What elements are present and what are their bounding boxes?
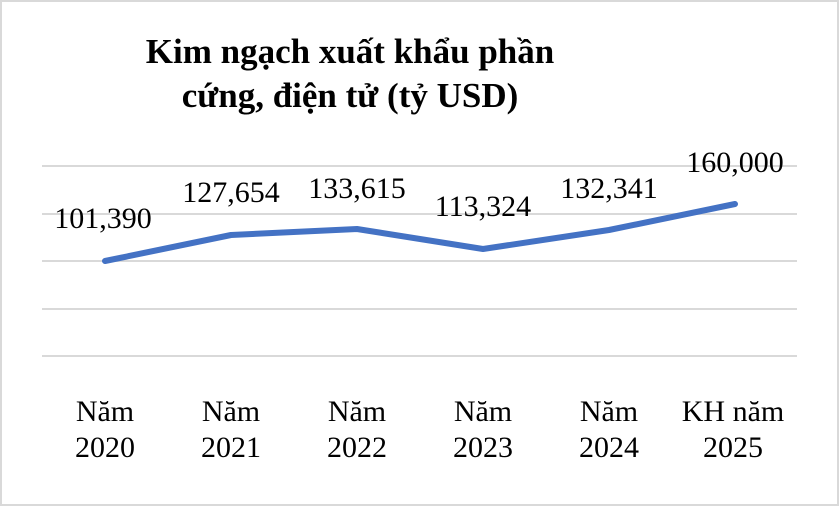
category-label: 2023 (453, 431, 513, 464)
category-label: Năm (454, 395, 512, 428)
category-label: 2020 (75, 431, 135, 464)
chart-title-line-1: Kim ngạch xuất khẩu phần (145, 32, 555, 71)
data-label: 133,615 (308, 172, 406, 205)
series-line (102, 201, 738, 264)
category-label: Năm (202, 395, 260, 428)
data-label: 160,000 (686, 146, 784, 179)
data-labels: 101,390 127,654 133,615 113,324 132,341 … (54, 146, 784, 235)
category-label: 2025 (703, 431, 763, 464)
category-label: 2021 (201, 431, 261, 464)
data-label: 101,390 (54, 202, 152, 235)
x-axis-labels: Năm 2020 Năm 2021 Năm 2022 Năm 2023 Năm … (75, 395, 784, 464)
category-label: KH năm (682, 395, 784, 428)
data-label: 127,654 (182, 176, 280, 209)
chart-title: Kim ngạch xuất khẩu phần cứng, điện tử (… (80, 30, 620, 118)
gridlines (42, 165, 797, 357)
category-label: Năm (76, 395, 134, 428)
category-label: 2022 (327, 431, 387, 464)
category-label: Năm (328, 395, 386, 428)
data-label: 132,341 (560, 172, 658, 205)
category-label: 2024 (579, 431, 639, 464)
chart-title-line-2: cứng, điện tử (tỷ USD) (181, 76, 519, 115)
category-label: Năm (580, 395, 638, 428)
data-label: 113,324 (435, 190, 531, 223)
